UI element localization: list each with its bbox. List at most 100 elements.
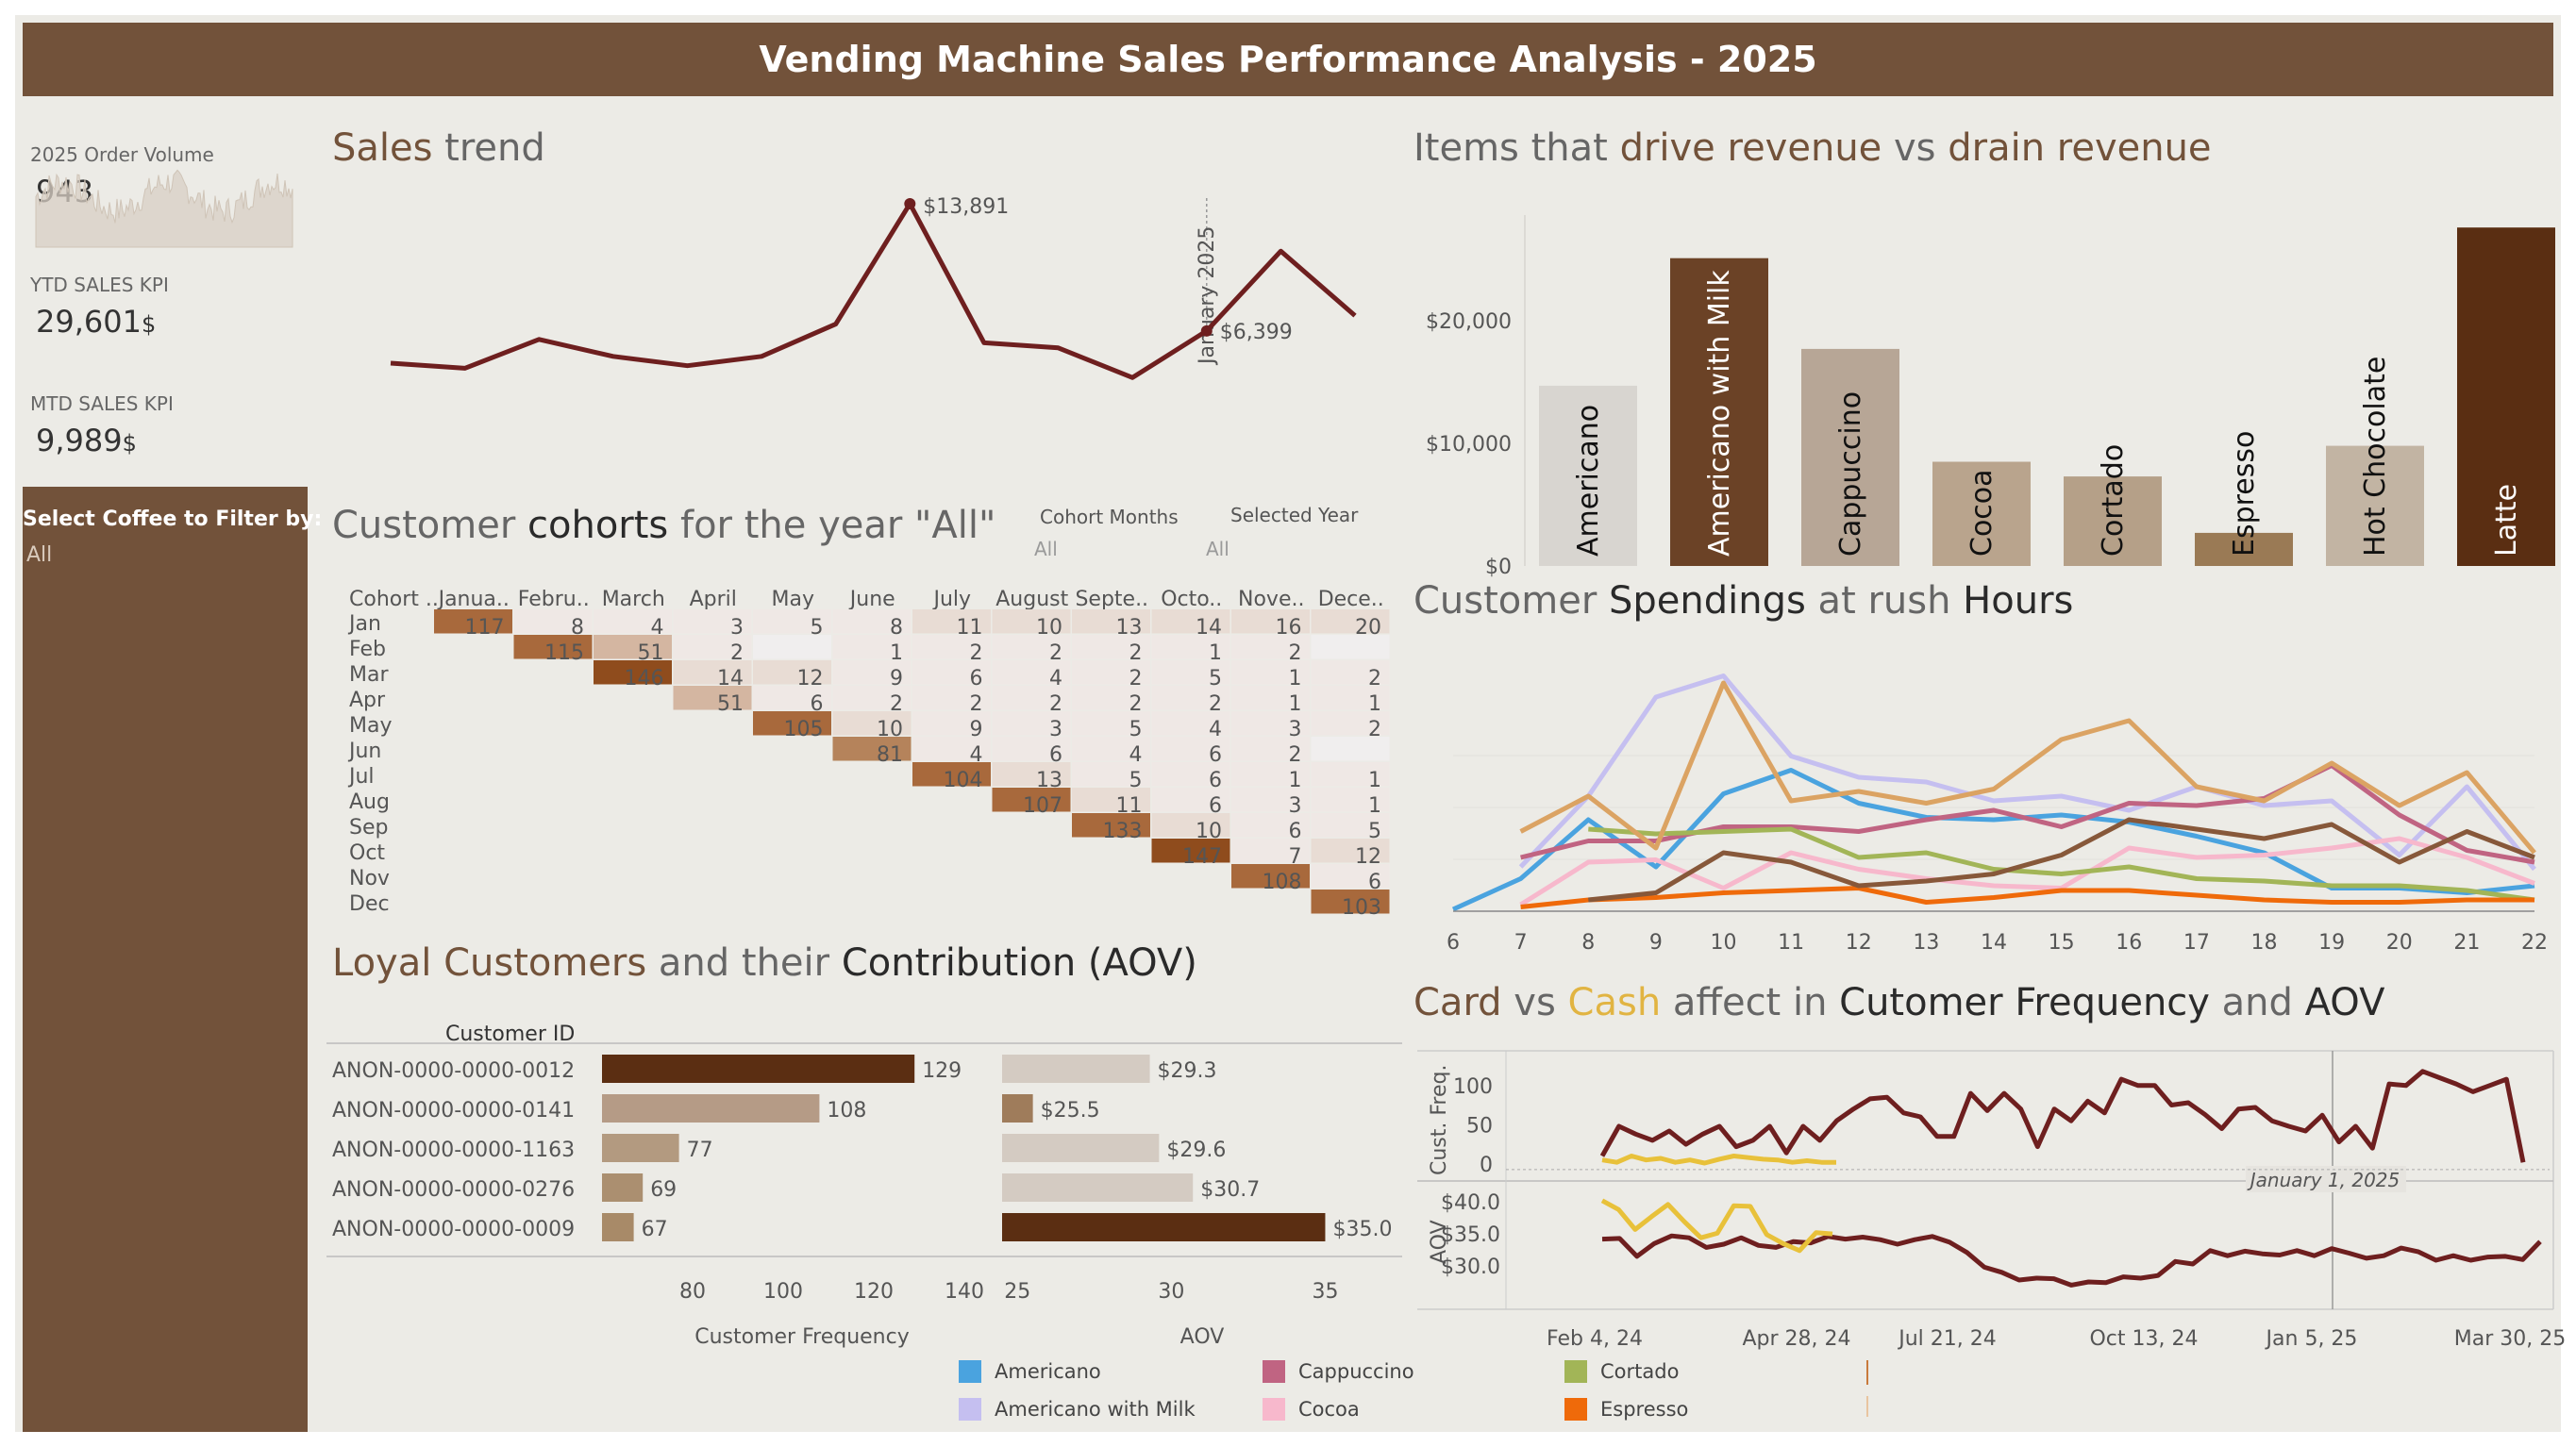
legend-item-cocoa[interactable]: Cocoa: [1263, 1398, 1360, 1421]
aov-bar[interactable]: [1002, 1134, 1160, 1162]
sales-trend-line: [390, 201, 1357, 380]
current-point[interactable]: [1200, 324, 1213, 337]
bar-espresso[interactable]: [2195, 532, 2293, 566]
bar-americano[interactable]: [1539, 385, 1637, 566]
aov-bar[interactable]: [1002, 1055, 1150, 1083]
dashboard-canvas: Vending Machine Sales Performance Analys…: [15, 15, 2566, 1432]
cohort-cell: [1311, 839, 1390, 863]
bar-label: Hot Chocolate: [2359, 357, 2392, 557]
cohort-cell: [1231, 660, 1310, 685]
cohort-cell-value: 147: [1182, 845, 1222, 869]
aov-bar[interactable]: [1002, 1173, 1194, 1202]
frequency-value: 69: [650, 1178, 677, 1202]
cohort-cell-value: 6: [970, 667, 983, 690]
aov-bar[interactable]: [1002, 1094, 1033, 1123]
cohort-col-header: August: [995, 588, 1068, 611]
cohort-cell-value: 117: [465, 616, 505, 640]
aov-tick: 25: [1004, 1280, 1030, 1304]
cohort-cell-value: 2: [1368, 718, 1381, 741]
frequency-value: 129: [922, 1059, 962, 1083]
cohort-col-header: June: [848, 588, 895, 611]
bar-cocoa[interactable]: [1932, 461, 2031, 567]
cohort-cell: [673, 635, 752, 659]
cohort-months-filter[interactable]: All: [1034, 538, 1058, 560]
aov-value: $30.7: [1200, 1178, 1260, 1202]
cohort-cell: [1072, 762, 1150, 787]
peak-point[interactable]: [904, 197, 916, 209]
frequency-tick: 120: [854, 1280, 894, 1304]
frequency-bar[interactable]: [602, 1094, 820, 1123]
items-revenue-bar-chart[interactable]: $0 $10,000 $20,000 Americano Americano with …: [1412, 204, 2555, 581]
aov-value: $35.0: [1332, 1218, 1392, 1241]
cohort-cell: [1311, 788, 1390, 812]
cohort-cell: [594, 609, 672, 634]
cohort-col-header: Septe..: [1075, 588, 1148, 611]
cohort-cell-value: 8: [571, 616, 584, 640]
card-cash-title: Card vs Cash affect in Cutomer Frequency…: [1413, 981, 2385, 1024]
legend-item-cappuccino[interactable]: Cappuccino: [1263, 1360, 1414, 1383]
x-tick-label: 16: [2116, 931, 2142, 955]
bar-label: Cocoa: [1965, 469, 1999, 557]
cohort-cell-value: 81: [877, 743, 903, 767]
cohort-row-label: Dec: [349, 892, 390, 916]
series-latte: [1519, 680, 2536, 855]
frequency-bar[interactable]: [602, 1213, 634, 1241]
freq-tick: 50: [1466, 1114, 1493, 1138]
series-hot-chocolate: [1588, 817, 2535, 903]
date-tick: Oct 13, 24: [2089, 1327, 2198, 1351]
coffee-filter-dropdown[interactable]: All: [26, 543, 53, 567]
loyal-customers-chart[interactable]: ANON-0000-0000-0012 129 $29.3 ANON-0000-000…: [326, 1042, 1421, 1355]
cohort-cell: [1311, 711, 1390, 736]
bar-cappuccino[interactable]: [1801, 348, 1899, 566]
x-tick-label: 18: [2251, 931, 2278, 955]
cohort-cell: [1151, 762, 1230, 787]
bar-label: Cappuccino: [1834, 391, 1867, 557]
order-volume-sparkline: [35, 169, 293, 248]
ytd-sales-value: 29,601$: [36, 304, 157, 340]
cohort-col-header: Janua..: [437, 588, 510, 611]
aov-bar[interactable]: [1002, 1213, 1326, 1241]
cohorts-title: Customer cohorts for the year "All": [332, 504, 996, 547]
filter-label: Select Coffee to Filter by:: [23, 507, 323, 531]
rush-hours-line-chart[interactable]: 6 7 8 9 10 11 12 13 14 15 16 17 18 19 20 21 22: [1430, 657, 2563, 968]
cohort-cell: [992, 737, 1071, 761]
frequency-bar[interactable]: [602, 1173, 644, 1202]
x-tick-label: 15: [2049, 931, 2075, 955]
cohort-cell-value: 108: [1263, 871, 1302, 894]
cash-frequency-line: [1601, 1154, 1836, 1166]
cohort-cell: [513, 609, 593, 634]
cohort-row-label: Mar: [349, 663, 389, 687]
bar-hot-chocolate[interactable]: [2326, 445, 2424, 566]
items-title: Items that drive revenue vs drain revenu…: [1413, 126, 2212, 170]
x-tick-label: 7: [1514, 931, 1528, 955]
cohort-cell: [1151, 737, 1230, 761]
cohort-cell-value: 2: [1129, 641, 1143, 665]
sales-trend-chart[interactable]: January 2025 $13,891 $6,399: [374, 194, 1374, 468]
cohort-col-header: April: [690, 588, 737, 611]
frequency-bar[interactable]: [602, 1055, 915, 1083]
selected-year-filter[interactable]: All: [1206, 538, 1229, 560]
cohort-cell-value: 6: [811, 692, 824, 716]
current-label: $6,399: [1220, 321, 1293, 344]
cohort-cell: [673, 686, 752, 710]
legend-item-americano-with-milk[interactable]: Americano with Milk: [959, 1398, 1196, 1421]
order-volume-label: 2025 Order Volume: [30, 143, 214, 166]
legend-item-americano[interactable]: Americano: [959, 1360, 1101, 1383]
cohort-cell-value: 1: [1289, 769, 1302, 792]
bar-cortado[interactable]: [2064, 476, 2162, 566]
cohort-cell: [1311, 864, 1390, 889]
legend-item-cortado[interactable]: Cortado: [1564, 1360, 1679, 1383]
cohort-cell-value: 9: [890, 667, 903, 690]
cohort-row-label: Sep: [349, 816, 388, 840]
bar-latte[interactable]: [2457, 227, 2555, 566]
legend-divider: [1866, 1360, 1868, 1385]
cohort-cell: [753, 635, 831, 659]
frequency-bar[interactable]: [602, 1134, 679, 1162]
cohort-cell: [594, 660, 672, 685]
bar-americano-with-milk[interactable]: [1670, 258, 1768, 566]
legend-item-espresso[interactable]: Espresso: [1564, 1398, 1688, 1421]
cohort-cell-value: 1: [890, 641, 903, 665]
cohort-cell: [992, 686, 1071, 710]
x-tick-label: 9: [1649, 931, 1663, 955]
